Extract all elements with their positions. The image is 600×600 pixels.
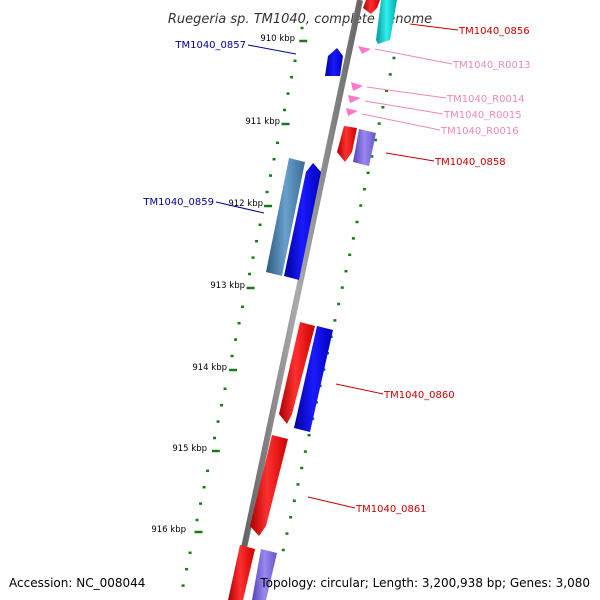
gene-TM1040_0861[interactable] [250,435,288,536]
accession-text: Accession: NC_008044 [9,576,145,590]
gene-label-TM1040_R0016[interactable]: TM1040_R0016 [440,126,519,137]
gene-TM1040_0859[interactable] [266,158,305,276]
gene-label-TM1040_R0015[interactable]: TM1040_R0015 [443,110,522,121]
inner-tick-track [281,56,396,552]
gene-labels: TM1040_0856 TM1040_0857 TM1040_R0013 TM1… [142,26,530,515]
gene-cyan-0856-neighbor[interactable] [376,0,397,44]
gene-violet-bottom[interactable] [252,549,277,600]
topology-text: Topology: circular; Length: 3,200,938 bp… [259,576,590,590]
gene-label-TM1040_R0013[interactable]: TM1040_R0013 [452,60,531,71]
gene-TM1040_R0014[interactable] [351,82,363,91]
gene-features [228,0,397,600]
map-title: Ruegeria sp. TM1040, complete genome [168,12,432,27]
leader-lines [215,23,459,509]
gene-TM1040_0856[interactable] [363,0,380,14]
tick-track [181,26,308,587]
gene-TM1040_0858[interactable] [337,126,357,162]
gene-TM1040_R0013[interactable] [358,46,371,54]
tick-label-916: 916 kbp [151,525,186,535]
tick-label-912: 912 kbp [228,199,263,209]
gene-label-TM1040_0860[interactable]: TM1040_0860 [383,390,455,401]
genome-backbone [230,0,363,600]
gene-label-TM1040_R0014[interactable]: TM1040_R0014 [446,94,525,105]
gene-red-bottom[interactable] [228,545,255,600]
tick-label-914: 914 kbp [192,363,227,373]
tick-label-911: 911 kbp [245,117,280,127]
gene-TM1040_0860[interactable] [279,322,315,424]
gene-TM1040_R0015[interactable] [348,95,361,103]
tick-label-915: 915 kbp [172,444,207,454]
tick-label-910: 910 kbp [260,34,295,44]
gene-label-TM1040_0856[interactable]: TM1040_0856 [458,26,530,37]
gene-label-TM1040_0861[interactable]: TM1040_0861 [355,504,427,515]
gene-label-TM1040_0859[interactable]: TM1040_0859 [142,197,214,208]
tick-labels: 910 kbp 911 kbp 912 kbp 913 kbp 914 kbp … [151,34,295,535]
gene-label-TM1040_0858[interactable]: TM1040_0858 [434,157,506,168]
tick-label-913: 913 kbp [210,281,245,291]
gene-label-TM1040_0857[interactable]: TM1040_0857 [174,40,246,51]
gene-blue-0859-neighbor[interactable] [284,163,321,280]
gene-TM1040_R0016[interactable] [346,108,358,116]
gene-TM1040_0857[interactable] [325,48,343,76]
gene-violet-0858-neighbor[interactable] [353,129,376,166]
gene-blue-0860-neighbor[interactable] [294,326,333,432]
